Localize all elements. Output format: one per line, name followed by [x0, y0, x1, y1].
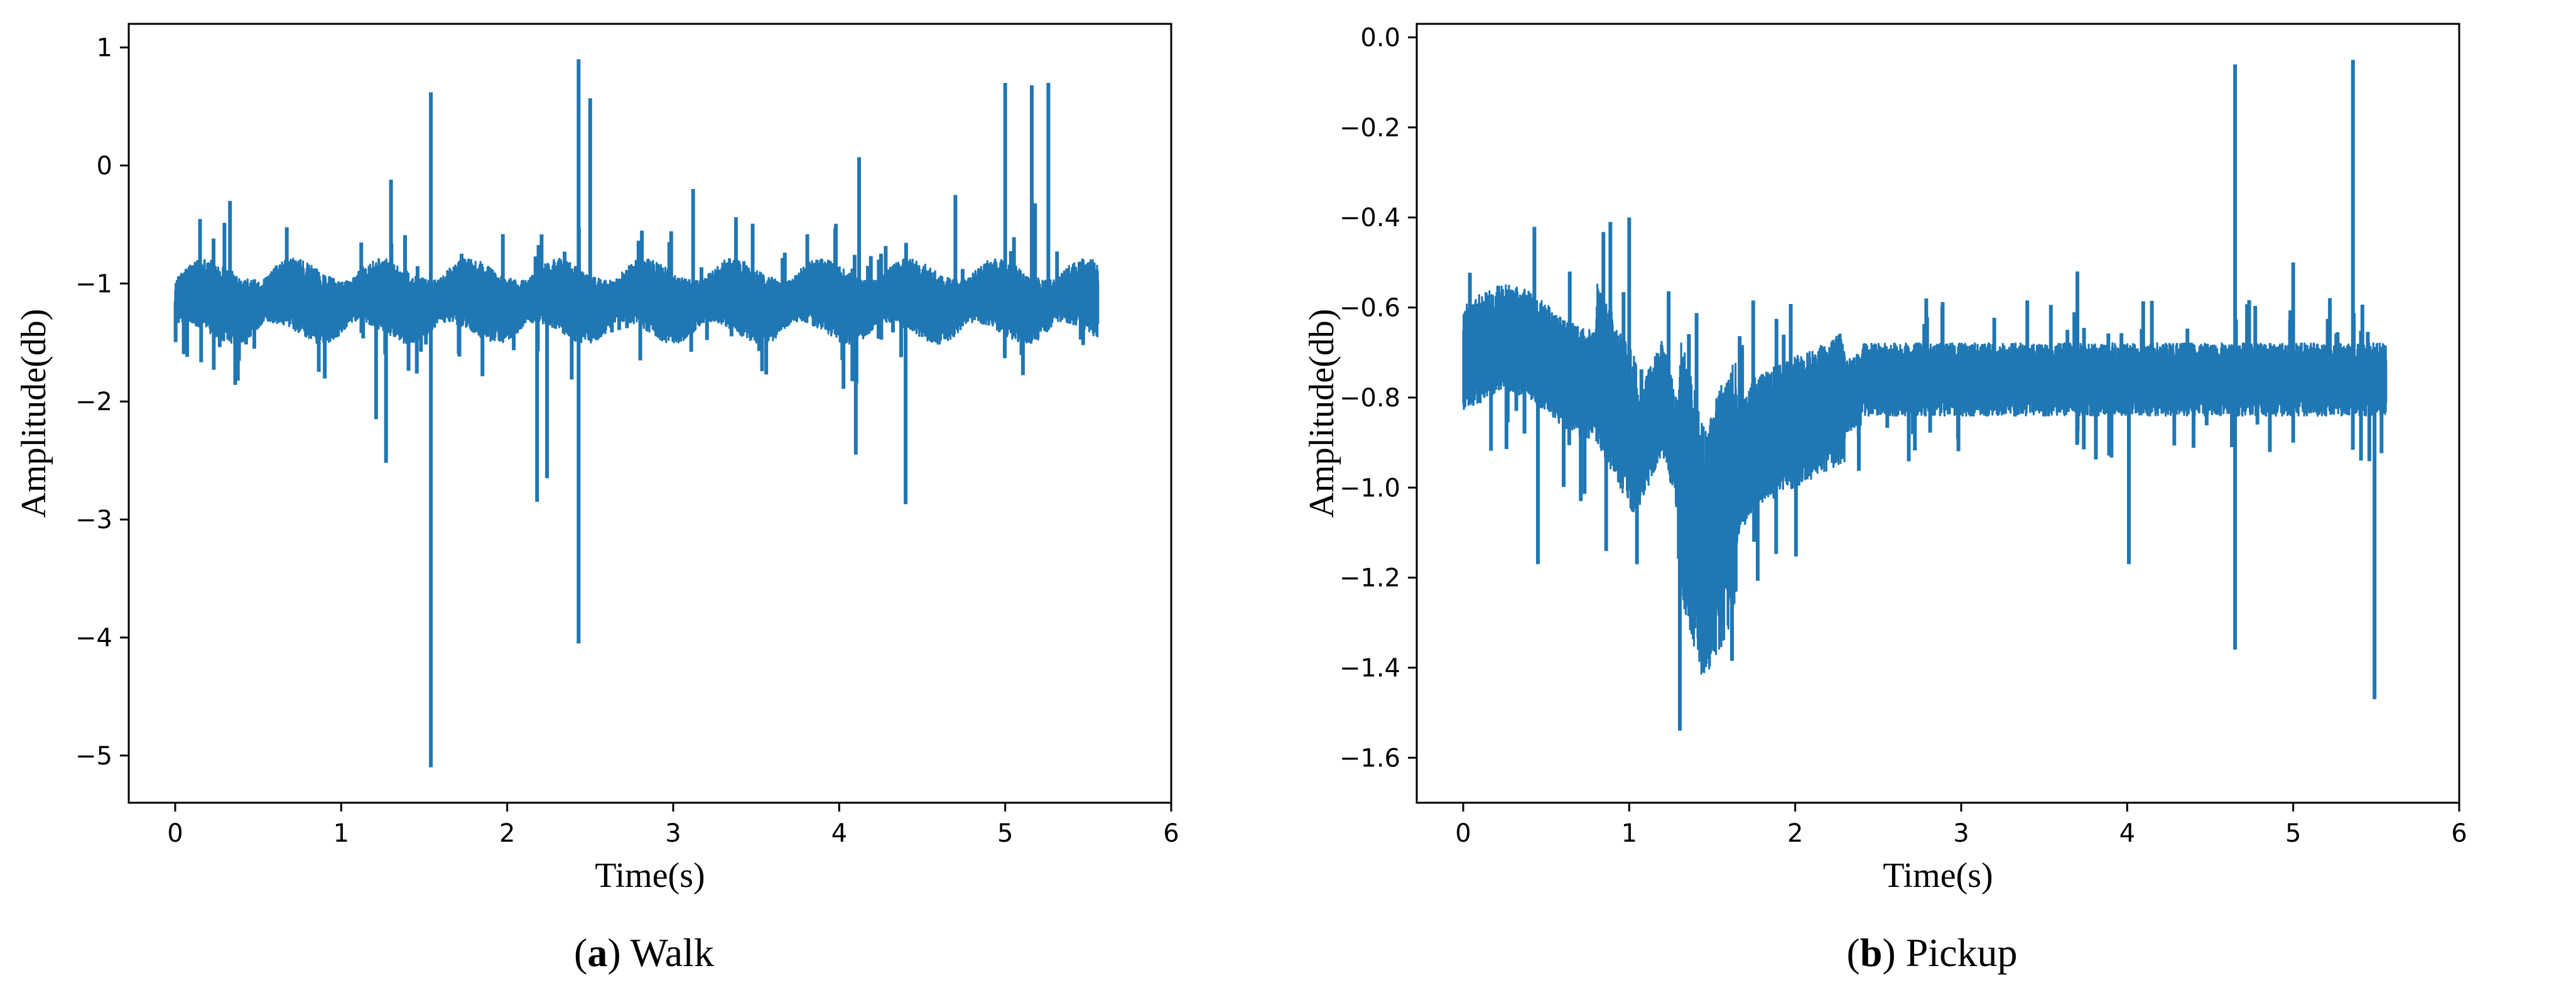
x-tick-label: 0 — [1455, 819, 1471, 848]
x-tick-label: 2 — [1787, 819, 1803, 848]
caption-letter: a — [587, 930, 608, 975]
x-axis-label: Time(s) — [1883, 856, 1993, 895]
y-tick-label: −1.4 — [1339, 654, 1400, 683]
y-tick-label: −0.8 — [1339, 384, 1400, 413]
y-axis-label: Amplitude(db) — [1302, 309, 1341, 518]
x-tick-label: 5 — [2285, 819, 2301, 848]
y-tick-label: −4 — [75, 624, 112, 653]
y-tick-label: −5 — [75, 742, 112, 771]
y-axis-label: Amplitude(db) — [14, 309, 53, 518]
x-tick-label: 5 — [997, 819, 1013, 848]
plot-frame — [1415, 23, 2460, 804]
y-tick-label: −1 — [75, 269, 112, 298]
y-tick-label: 1 — [97, 34, 112, 63]
x-axis-label: Time(s) — [595, 856, 705, 895]
caption-pickup: (b) Pickup — [1846, 930, 2018, 975]
y-tick-label: −0.6 — [1339, 294, 1400, 323]
x-tick-label: 1 — [1621, 819, 1637, 848]
y-tick-label: −1.6 — [1339, 744, 1400, 773]
x-tick-label: 4 — [2119, 819, 2135, 848]
y-tick-label: −0.2 — [1339, 114, 1400, 143]
caption-text: Walk — [630, 930, 714, 975]
caption-walk: (a) Walk — [574, 930, 714, 975]
y-tick-label: −2 — [75, 388, 112, 416]
panel-walk: 0 1 2 3 4 5 6 1 0 −1 −2 −3 −4 −5 Time(s) Amplitude(db) … — [14, 23, 1179, 975]
x-tick-label: 6 — [1163, 819, 1179, 848]
x-tick-label: 0 — [167, 819, 183, 848]
y-tick-label: 0.0 — [1360, 24, 1400, 53]
y-tick-label: −0.4 — [1339, 204, 1400, 232]
x-tick-label: 2 — [499, 819, 515, 848]
y-tick-label: −1.2 — [1339, 564, 1400, 593]
plot-frame — [127, 23, 1172, 804]
x-tick-label: 6 — [2451, 819, 2467, 848]
x-tick-label: 4 — [831, 819, 847, 848]
y-tick-label: 0 — [97, 151, 112, 180]
x-tick-label: 3 — [1953, 819, 1969, 848]
x-tick-label: 1 — [333, 819, 349, 848]
chart-walk: 0 1 2 3 4 5 6 1 0 −1 −2 −3 −4 −5 Time(s) Amplitude(db) — [14, 23, 1179, 895]
x-tick-label: 3 — [665, 819, 681, 848]
signal-trace — [174, 258, 1100, 345]
y-tick-label: −1.0 — [1339, 474, 1400, 503]
y-tick-label: −3 — [75, 506, 112, 535]
caption-text: Pickup — [1905, 930, 2018, 975]
caption-letter: b — [1859, 930, 1883, 975]
panel-pickup: 0 1 2 3 4 5 6 0.0 −0.2 −0.4 −0.6 −0.8 −1.0 −1.2 −1.4 −1… — [1288, 0, 2576, 1005]
chart-pickup: 0 1 2 3 4 5 6 0.0 −0.2 −0.4 −0.6 −0.8 −1.0 −1.2 −1.4 −1… — [1302, 23, 2467, 895]
